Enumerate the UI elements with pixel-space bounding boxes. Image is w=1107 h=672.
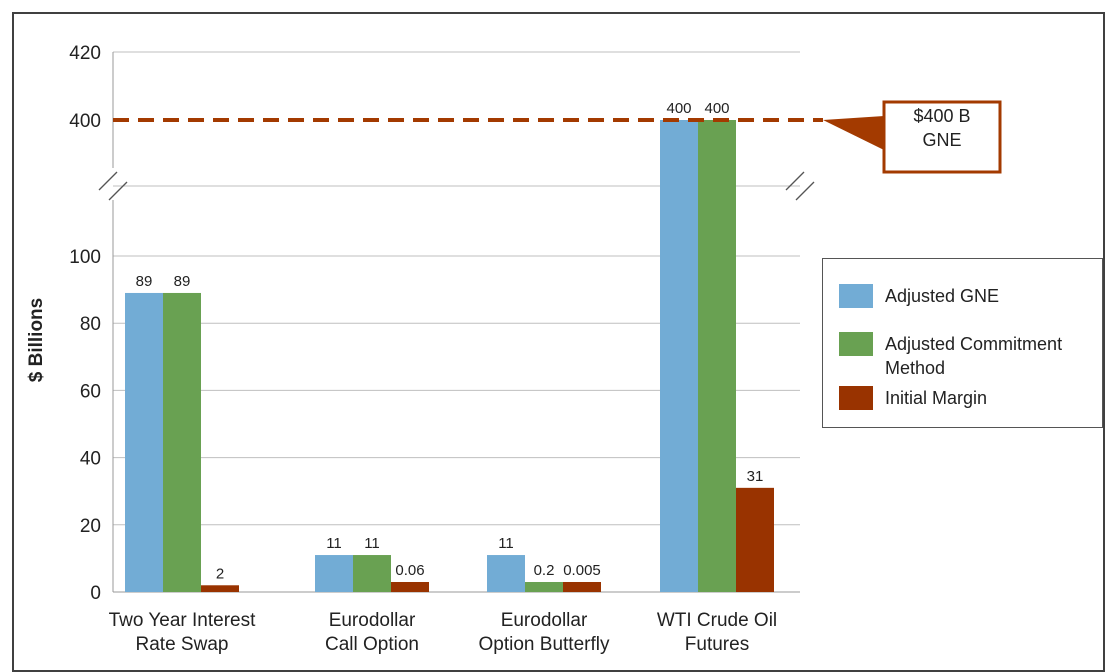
legend-item-adjusted-gne: Adjusted GNE: [839, 284, 1095, 308]
callout-box: [882, 100, 1002, 174]
bar: [201, 585, 239, 592]
bar: [525, 582, 563, 592]
x-tick-label: Futures: [685, 634, 749, 655]
bar: [125, 292, 163, 592]
callout-label: $400 B GNE: [884, 104, 1000, 152]
data-label: 400: [666, 100, 691, 117]
data-label: 89: [174, 273, 191, 290]
data-label: 31: [747, 468, 764, 485]
x-tick-label: Eurodollar: [501, 610, 588, 631]
data-label: 11: [364, 535, 380, 552]
x-tick-label: Option Butterfly: [479, 634, 610, 655]
axis-break-mark: [795, 181, 815, 201]
y-tick-label: 60: [80, 381, 101, 402]
bar: [163, 292, 201, 592]
y-tick-label: 20: [80, 516, 101, 537]
y-tick-label: 0: [90, 583, 101, 604]
data-label: 89: [136, 273, 153, 290]
x-tick-label: Two Year Interest: [109, 610, 257, 631]
x-tick-label: WTI Crude Oil: [657, 610, 777, 631]
bar: [353, 555, 391, 592]
axis-break-mark: [98, 171, 118, 191]
callout-line-2: GNE: [922, 130, 962, 150]
data-label: 2: [216, 565, 224, 582]
y-tick-label: 100: [69, 247, 101, 268]
data-label: 11: [326, 535, 342, 552]
bar: [315, 555, 353, 592]
legend-label-initial-margin: Initial Margin: [885, 388, 988, 408]
legend-label-adjusted-commitment: Adjusted Commitment Method: [885, 334, 1063, 378]
data-label: 0.005: [563, 562, 601, 579]
bar: [698, 120, 736, 592]
bar: [563, 582, 601, 592]
legend-swatch-adjusted-commitment: [839, 332, 873, 356]
data-label: 400: [704, 100, 729, 117]
data-label: 0.06: [395, 562, 424, 579]
bar: [736, 487, 774, 592]
legend-label-adjusted-gne: Adjusted GNE: [885, 286, 1000, 306]
callout-pointer: [823, 116, 884, 150]
callout-line-1: $400 B: [913, 106, 971, 126]
legend-swatch-initial-margin: [839, 386, 873, 410]
legend-item-initial-margin: Initial Margin: [839, 386, 1095, 410]
axis-break-mark: [108, 181, 128, 201]
legend-item-adjusted-commitment: Adjusted Commitment Method: [839, 332, 1095, 380]
bar: [487, 555, 525, 592]
data-label: 11: [498, 535, 514, 552]
y-axis-label: $ Billions: [26, 298, 47, 382]
x-tick-label: Rate Swap: [136, 634, 229, 655]
y-tick-label: 40: [80, 449, 101, 470]
x-tick-label: Eurodollar: [329, 610, 416, 631]
data-label: 0.2: [534, 562, 555, 579]
bar: [391, 582, 429, 592]
bar: [660, 120, 698, 592]
y-tick-label: 80: [80, 314, 101, 335]
y-tick-label: 400: [69, 111, 101, 132]
x-tick-label: Call Option: [325, 634, 419, 655]
y-tick-label: 420: [69, 43, 101, 64]
legend-swatch-adjusted-gne: [839, 284, 873, 308]
axis-break-mark: [785, 171, 805, 191]
legend: Adjusted GNE Adjusted Commitment Method …: [822, 258, 1103, 428]
